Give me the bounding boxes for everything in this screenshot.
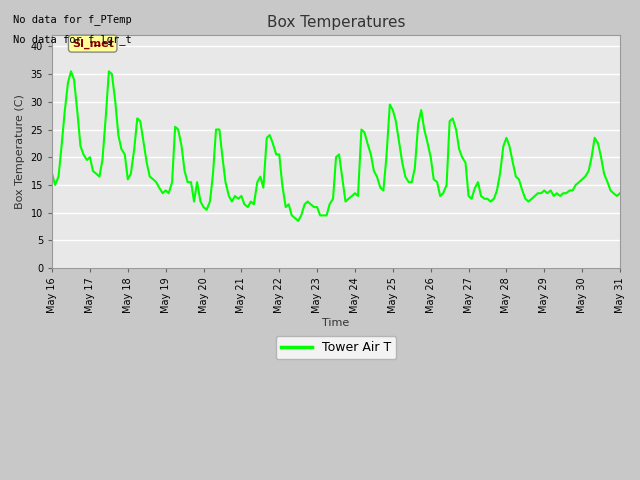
Text: No data for f_PTemp: No data for f_PTemp [13,14,132,25]
Legend: Tower Air T: Tower Air T [276,336,396,360]
Text: SI_met: SI_met [72,38,114,49]
Text: No data for f_lgr_t: No data for f_lgr_t [13,34,132,45]
X-axis label: Time: Time [323,318,349,328]
Title: Box Temperatures: Box Temperatures [267,15,405,30]
Y-axis label: Box Temperature (C): Box Temperature (C) [15,94,25,209]
